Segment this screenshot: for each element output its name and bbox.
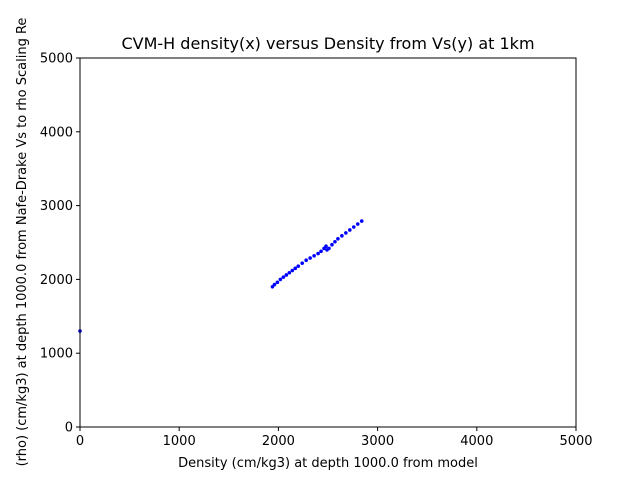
x-tick-label: 4000: [460, 434, 493, 449]
y-tick-label: 1000: [40, 347, 73, 362]
data-point: [281, 275, 286, 279]
data-point: [336, 237, 340, 241]
data-point: [344, 231, 348, 235]
data-point: [348, 228, 352, 232]
y-axis: 0 1000 2000 3000 4000 5000: [40, 52, 80, 436]
data-point: [312, 253, 316, 258]
y-tick-label: 0: [65, 421, 73, 436]
x-tick-label: 1000: [163, 434, 196, 449]
data-point: [275, 280, 280, 285]
x-axis: 0 1000 2000 3000 4000 5000: [76, 427, 593, 449]
data-point: [296, 264, 301, 268]
data-point: [308, 256, 312, 260]
plot-marks: [78, 219, 364, 333]
x-tick-label: 2000: [262, 434, 295, 449]
plot-frame: [79, 57, 577, 428]
x-tick-label: 3000: [361, 434, 394, 449]
x-tick-label: 0: [76, 434, 84, 449]
data-point: [355, 222, 360, 226]
data-point: [278, 277, 283, 282]
x-axis-label: Density (cm/kg3) at depth 1000.0 from mo…: [178, 456, 478, 471]
data-point: [284, 273, 289, 277]
data-point: [316, 251, 320, 256]
data-point: [304, 258, 308, 263]
data-point: [290, 268, 295, 273]
data-point: [359, 219, 364, 223]
data-point: [324, 244, 328, 248]
y-tick-label: 4000: [40, 125, 73, 140]
y-tick-label: 5000: [40, 52, 73, 67]
data-point: [333, 239, 337, 244]
data-point: [351, 225, 356, 229]
chart-title: CVM-H density(x) versus Density from Vs(…: [121, 34, 534, 53]
data-point: [272, 282, 277, 287]
y-tick-label: 2000: [40, 273, 73, 288]
data-point: [340, 234, 344, 238]
data-point: [319, 249, 323, 254]
data-point: [293, 266, 298, 271]
data-point: [330, 242, 334, 247]
data-point: [300, 261, 305, 265]
data-point: [327, 246, 331, 251]
y-tick-label: 3000: [40, 199, 73, 214]
x-tick-label: 5000: [559, 434, 592, 449]
data-point: [287, 270, 292, 275]
y-axis-label: (rho) (cm/kg3) at depth 1000.0 from Nafe…: [15, 18, 30, 467]
